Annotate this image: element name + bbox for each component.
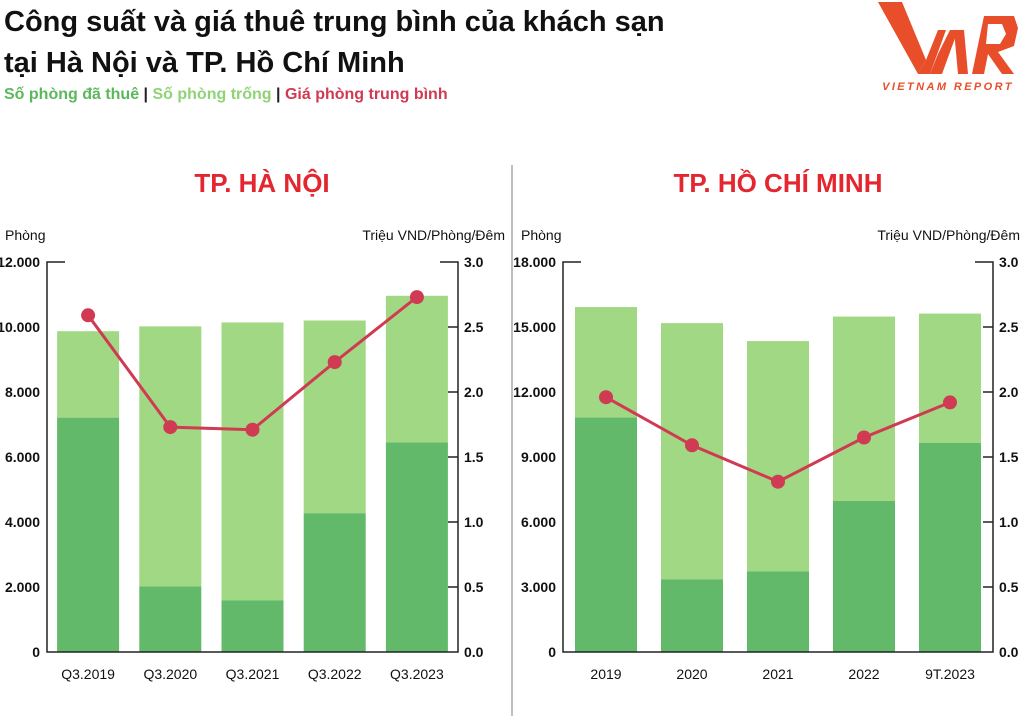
chart-title: Công suất và giá thuê trung bình của khá… <box>4 2 665 84</box>
bar-vacant <box>833 316 895 501</box>
x-tick-label: Q3.2022 <box>308 666 362 682</box>
legend-separator: | <box>276 86 281 103</box>
y-tick-label: 8.000 <box>5 384 40 400</box>
x-tick-label: 9T.2023 <box>925 666 975 682</box>
y-tick-label: 6.000 <box>521 514 556 530</box>
y2-tick-label: 2.5 <box>464 319 484 335</box>
y2-tick-label: 0.5 <box>999 579 1019 595</box>
x-tick-label: 2020 <box>676 666 707 682</box>
y2-tick-label: 1.5 <box>999 449 1019 465</box>
bar-vacant <box>303 320 366 514</box>
price-point <box>245 422 260 437</box>
y2-axis-label: Triệu VND/Phòng/Đêm <box>877 227 1020 243</box>
bar-occupied <box>303 513 366 652</box>
panel-title: TP. HỒ CHÍ MINH <box>674 168 883 198</box>
x-tick-label: Q3.2020 <box>143 666 197 682</box>
price-point <box>81 308 96 323</box>
legend-price: Giá phòng trung bình <box>284 86 448 103</box>
y-tick-label: 15.000 <box>513 319 556 335</box>
y2-tick-label: 0.0 <box>999 644 1019 660</box>
y-tick-label: 0 <box>32 644 40 660</box>
title-line-2: tại Hà Nội và TP. Hồ Chí Minh <box>4 47 405 79</box>
y-tick-label: 3.000 <box>521 579 556 595</box>
y-tick-label: 6.000 <box>5 449 40 465</box>
legend-separator: | <box>143 86 149 103</box>
x-tick-label: 2022 <box>848 666 879 682</box>
x-tick-label: Q3.2023 <box>390 666 444 682</box>
legend-vacant: Số phòng trống <box>152 86 272 103</box>
bar-occupied <box>221 600 284 652</box>
y2-tick-label: 3.0 <box>464 254 484 270</box>
x-tick-label: 2019 <box>590 666 621 682</box>
y-axis-label: Phòng <box>5 227 45 243</box>
y-tick-label: 18.000 <box>513 254 556 270</box>
y2-tick-label: 1.0 <box>464 514 484 530</box>
y2-tick-label: 1.0 <box>999 514 1019 530</box>
y-tick-label: 0 <box>548 644 556 660</box>
price-point <box>857 430 871 445</box>
bar-occupied <box>385 442 448 652</box>
price-point <box>409 290 424 305</box>
vietnam-report-logo: VIETNAM REPORT <box>878 2 1018 93</box>
svg-text:VIETNAM REPORT: VIETNAM REPORT <box>882 81 1014 93</box>
bar-occupied <box>919 442 981 652</box>
y2-axis-label: Triệu VND/Phòng/Đêm <box>362 227 505 243</box>
legend: Số phòng đã thuê | Số phòng trống | Giá … <box>4 86 448 104</box>
bar-occupied <box>747 571 809 652</box>
y2-tick-label: 1.5 <box>464 449 484 465</box>
bar-occupied <box>57 417 120 652</box>
y-tick-label: 12.000 <box>0 254 40 270</box>
x-tick-label: Q3.2019 <box>61 666 115 682</box>
y2-tick-label: 0.5 <box>464 579 484 595</box>
x-tick-label: Q3.2021 <box>226 666 280 682</box>
legend-occupied: Số phòng đã thuê <box>4 86 140 103</box>
bar-occupied <box>833 500 895 652</box>
axes <box>562 261 994 653</box>
y-tick-label: 4.000 <box>5 514 40 530</box>
axes <box>46 261 459 653</box>
bar-vacant <box>139 326 202 587</box>
bar-occupied <box>661 579 723 652</box>
price-point <box>771 474 785 489</box>
panel-title: TP. HÀ NỘI <box>194 168 329 198</box>
bar-vacant <box>919 313 981 443</box>
title-line-1: Công suất và giá thuê trung bình của khá… <box>4 6 665 38</box>
price-point <box>599 390 613 405</box>
price-point <box>163 420 178 435</box>
y2-tick-label: 2.0 <box>999 384 1019 400</box>
bar-occupied <box>139 586 202 652</box>
price-point <box>943 395 957 410</box>
bar-vacant <box>221 322 284 601</box>
y2-tick-label: 2.0 <box>464 384 484 400</box>
bar-vacant <box>747 341 809 572</box>
bar-vacant <box>385 295 448 443</box>
price-point <box>327 355 342 370</box>
y-tick-label: 12.000 <box>513 384 556 400</box>
bar-occupied <box>575 417 637 652</box>
y-axis-label: Phòng <box>521 227 561 243</box>
y-tick-label: 10.000 <box>0 319 40 335</box>
x-tick-label: 2021 <box>762 666 793 682</box>
y2-tick-label: 0.0 <box>464 644 484 660</box>
price-point <box>685 438 699 453</box>
y-tick-label: 2.000 <box>5 579 40 595</box>
y-tick-label: 9.000 <box>521 449 556 465</box>
y2-tick-label: 3.0 <box>999 254 1019 270</box>
y2-tick-label: 2.5 <box>999 319 1019 335</box>
